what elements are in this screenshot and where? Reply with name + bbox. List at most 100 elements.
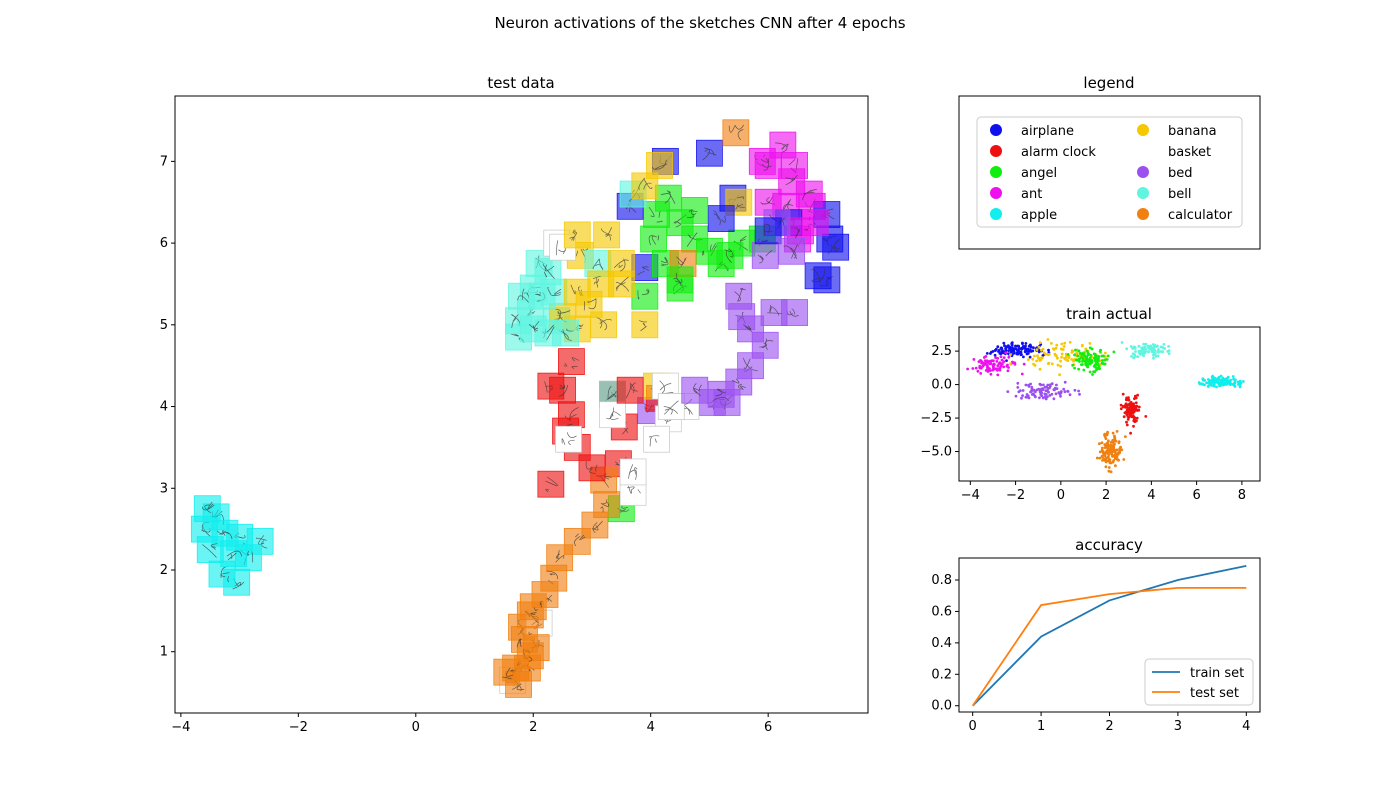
train-point-bed [1029,389,1033,393]
train-point-angel [1095,360,1098,364]
sketch-tile [193,495,221,523]
sketch-tile [220,540,248,568]
train-point-airplane [1002,341,1006,345]
sketch-thumbnail-apple [220,540,248,568]
train-point-alarm-clock [1125,420,1128,424]
sketch-thumbnail-apple [193,495,221,523]
sketch-stroke [516,631,532,648]
train-point-bed [1050,392,1054,396]
train-point-angel [1106,354,1110,358]
sketch-thumbnail-airplane [754,217,782,245]
train-point-airplane [1041,354,1045,357]
sketch-stroke [545,476,559,493]
train-point-airplane [1004,347,1007,351]
train-point-bell [1156,344,1159,348]
sketch-tile [631,282,659,310]
train-point-bell [1150,348,1154,351]
train-point-bell [1156,354,1160,358]
sketch-thumbnail-calculator [593,491,621,519]
y-tick-label: 0.0 [931,378,952,393]
x-tick-label: 4 [1242,719,1250,734]
train-point-airplane [1010,343,1014,347]
train-point-airplane [1026,347,1030,351]
train-point-calculator [1114,464,1117,468]
train-point-apple [1208,380,1212,384]
train-point-calculator [1105,433,1109,437]
sketch-tile [751,241,779,269]
train-actual-marks [966,338,1245,474]
train-point-airplane [1025,352,1029,356]
sketch-stroke [628,464,638,480]
train-point-calculator [1100,448,1104,452]
train-point-alarm-clock [1132,402,1136,406]
train-point-bed [1039,393,1043,396]
sketch-stroke [811,269,826,284]
train-point-ant [972,358,976,361]
train-actual-title: train actual [1066,305,1152,323]
train-point-bell [1144,347,1148,351]
train-point-bed [1006,390,1010,393]
sketch-thumbnail-calculator [722,119,750,147]
sketch-thumbnail-basket [599,401,626,429]
train-point-airplane [990,350,993,354]
train-point-ant [986,364,989,368]
sketch-tile [519,593,547,621]
accuracy-title: accuracy [1075,536,1143,554]
accuracy-legend-entry-train-set: train set [1152,666,1244,681]
legend-marker [1137,145,1149,157]
train-point-alarm-clock [1135,416,1139,420]
train-point-ant [971,367,975,370]
sketch-tile [795,180,823,208]
train-point-ant [999,364,1003,368]
sketch-stroke [734,288,746,302]
x-tick-label: 2 [1105,719,1113,734]
train-point-angel [1086,365,1090,369]
train-point-angel [1093,363,1097,367]
train-point-angel [1073,353,1076,357]
train-point-ant [1000,362,1003,365]
train-point-ant [991,368,995,372]
train-point-banana [1055,343,1059,347]
sketch-tile [519,315,547,343]
train-point-bell [1136,355,1140,358]
train-point-bell [1153,343,1157,347]
train-point-angel [1078,357,1081,361]
sketch-thumbnail-angel [716,241,744,269]
accuracy-legend-label: test set [1190,686,1239,701]
train-point-bed [1062,387,1066,391]
train-point-bell [1161,346,1165,349]
y-tick-label: 6 [160,236,168,251]
sketch-thumbnail-alarm-clock [578,454,606,482]
train-point-airplane [1007,349,1010,352]
sketch-stroke [760,158,772,171]
train-point-bell [1147,346,1150,350]
train-point-apple [1215,385,1218,389]
train-point-banana [1035,359,1038,363]
train-point-bell [1125,347,1129,351]
train-point-banana [1050,362,1054,366]
legend-entry-apple: apple [990,208,1057,223]
train-point-bell [1162,343,1166,346]
sketch-stroke [637,288,650,300]
train-point-calculator [1107,455,1110,459]
sketch-thumbnail-banana [631,172,659,200]
train-point-angel [1099,348,1102,352]
train-point-apple [1241,380,1245,383]
train-point-banana [1031,357,1035,361]
train-point-ant [1006,363,1009,367]
sketch-tile [511,626,538,653]
sketch-stroke [542,263,556,280]
y-tick-label: 3 [160,481,168,496]
train-point-calculator [1115,430,1119,433]
train-point-bell [1131,352,1135,356]
train-point-bed [1032,393,1036,396]
train-point-alarm-clock [1126,404,1129,407]
train-point-bed [1030,385,1034,389]
test-data-panel: test data −4 −2 0 2 4 6 1 2 3 4 5 6 7 [160,74,869,735]
train-point-bed [1024,383,1028,387]
train-point-calculator [1103,443,1107,447]
sketch-tile [681,197,709,224]
train-point-angel [1082,368,1086,372]
train-point-airplane [1037,350,1041,354]
train-point-calculator [1113,451,1117,454]
